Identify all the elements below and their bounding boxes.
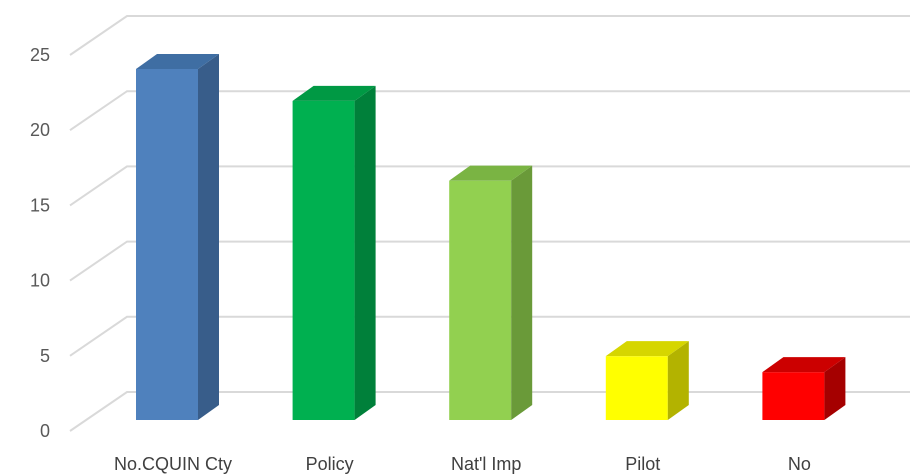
bar-side	[354, 85, 376, 420]
y-tick-label: 25	[30, 45, 50, 65]
y-tick-label: 15	[30, 195, 50, 215]
bar-front	[605, 356, 668, 420]
x-axis-labels: No.CQUIN Cty Policy Nat'l Imp Pilot No	[114, 454, 811, 474]
bar-top	[605, 341, 689, 357]
x-category-label: Nat'l Imp	[451, 454, 521, 474]
bars	[136, 54, 846, 420]
bar-side	[824, 357, 846, 420]
bar-top	[292, 85, 376, 101]
y-tick-label: 10	[30, 271, 50, 291]
bar-top	[762, 357, 846, 373]
bar-front	[136, 69, 198, 420]
bar-front	[449, 180, 512, 420]
x-category-label: No.CQUIN Cty	[114, 454, 232, 474]
bar-side	[667, 341, 689, 420]
gridline	[69, 240, 910, 282]
bar-top	[136, 54, 219, 69]
y-tick-label: 5	[40, 346, 50, 366]
bar-front	[292, 100, 355, 420]
x-category-label: Pilot	[625, 454, 660, 474]
gridline	[69, 15, 910, 56]
bar-side	[198, 54, 219, 420]
y-tick-label: 20	[30, 120, 50, 140]
gridline	[69, 90, 910, 132]
x-category-label: No	[788, 454, 811, 474]
y-tick-label: 0	[40, 421, 50, 441]
gridline	[69, 165, 910, 207]
x-category-label: Policy	[306, 454, 354, 474]
bar-front	[762, 372, 825, 420]
gridline	[69, 315, 910, 357]
bar-top	[449, 165, 533, 181]
y-axis-ticks: 0 5 10 15 20 25	[30, 45, 50, 441]
bar-side	[511, 165, 533, 420]
